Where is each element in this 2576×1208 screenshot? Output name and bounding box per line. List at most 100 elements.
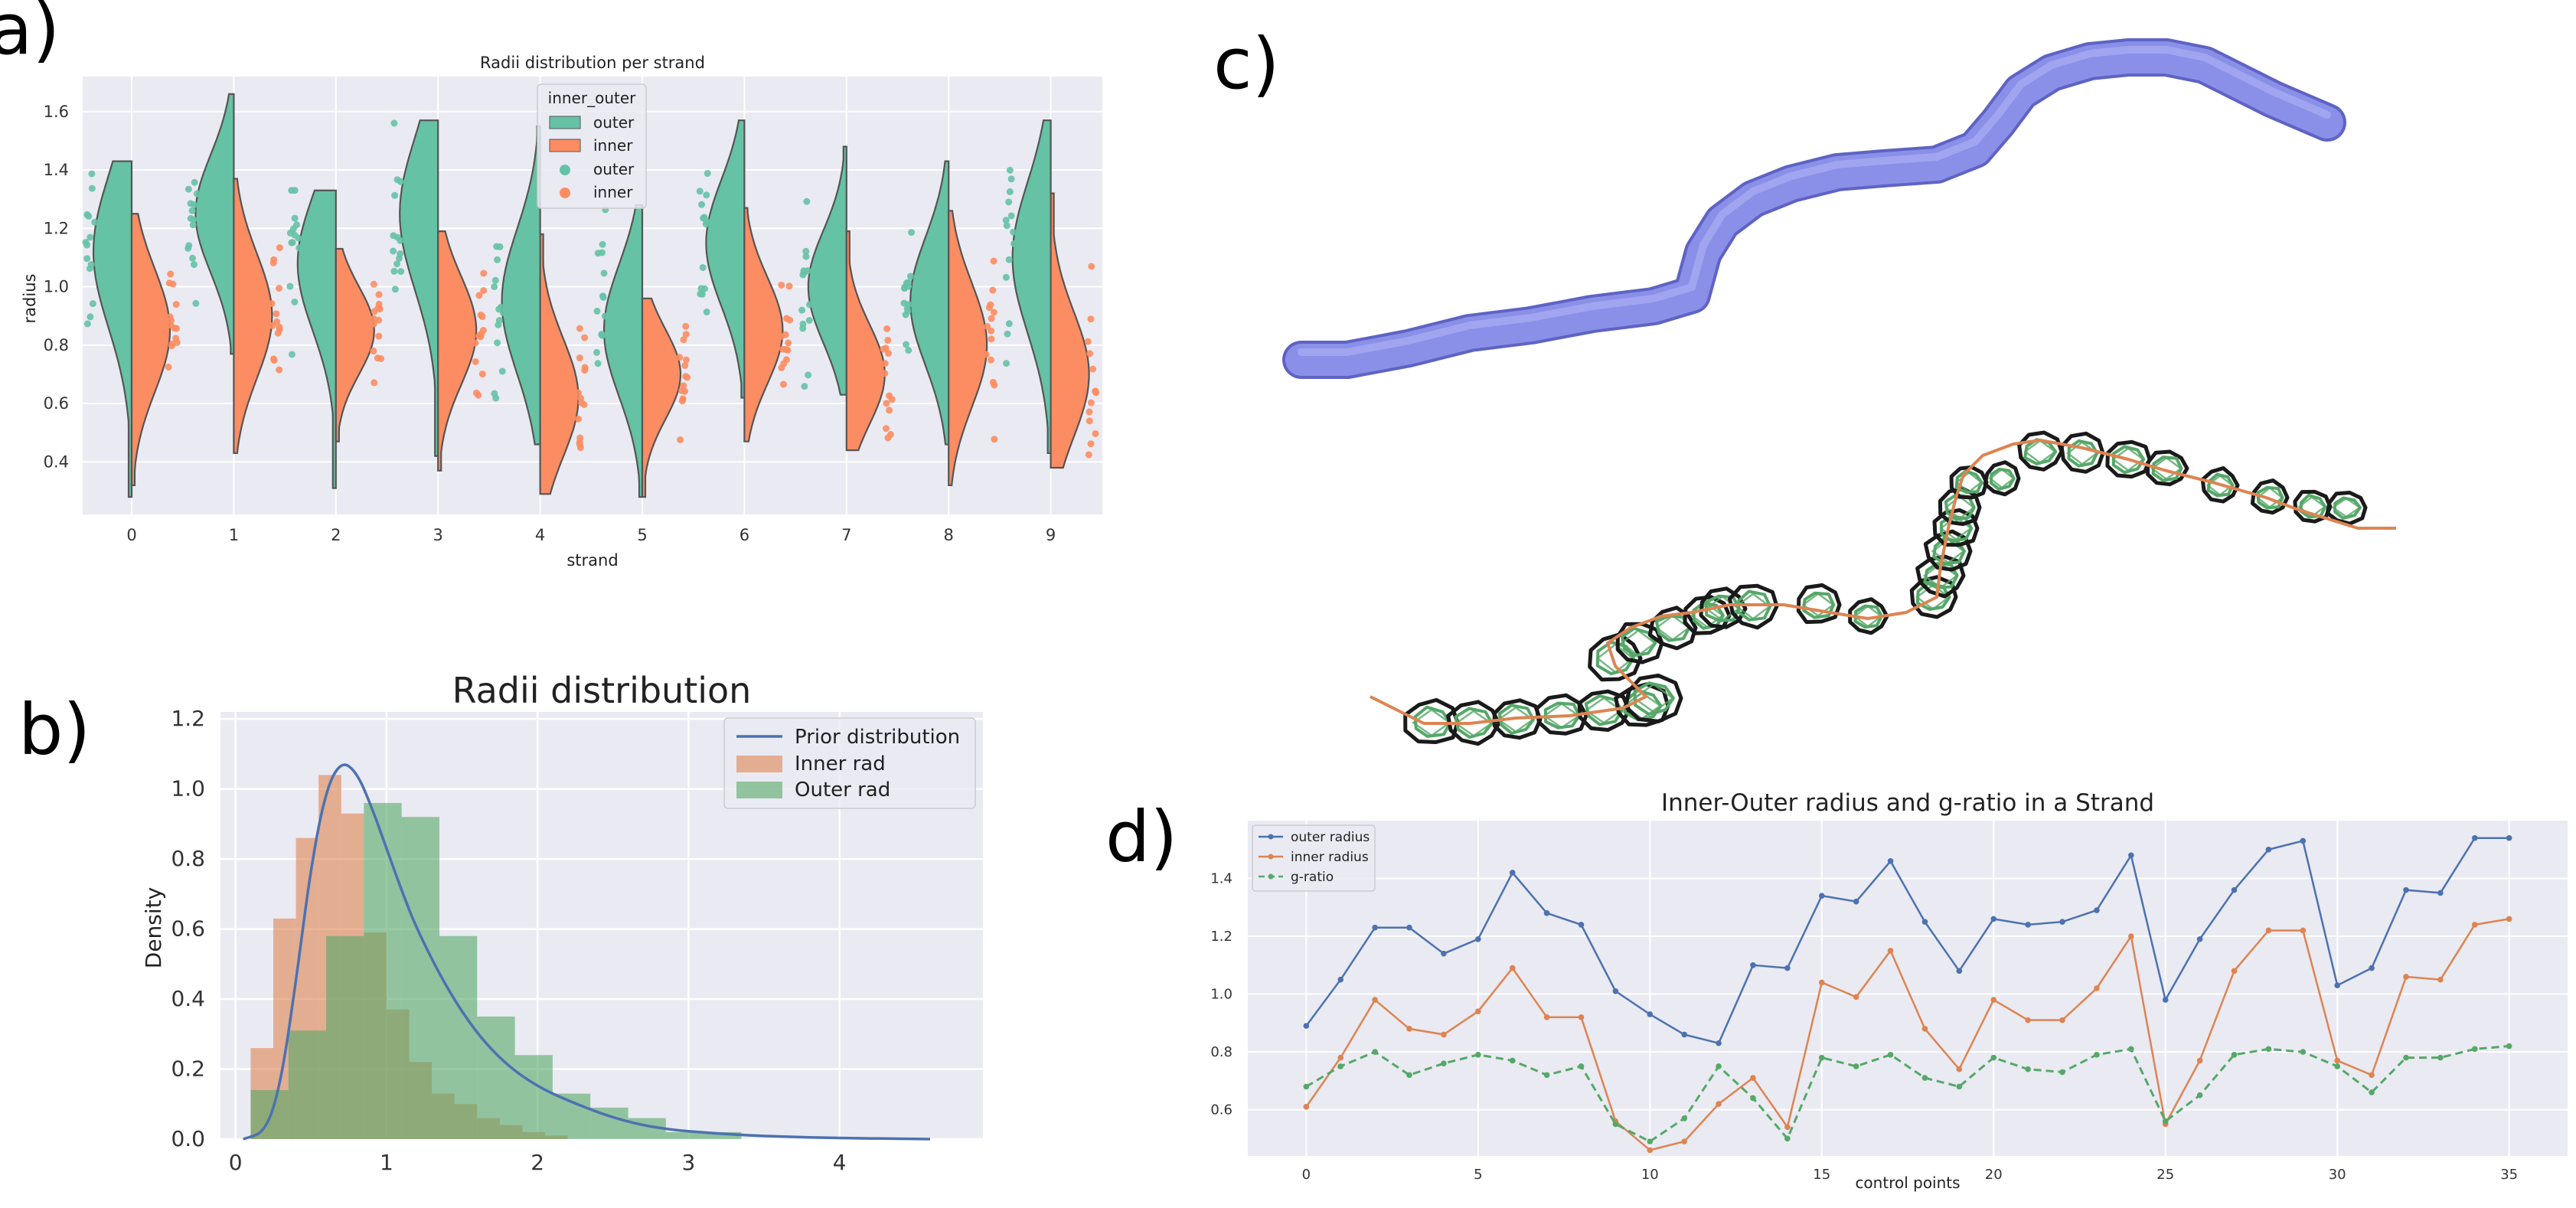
inner-mesh (2023, 439, 2057, 464)
inner-point (989, 286, 997, 294)
inner-point (987, 356, 994, 364)
inner-mesh (1584, 697, 1624, 724)
outer-point (87, 233, 94, 241)
inner-point (276, 285, 283, 292)
outer-radius-point (1921, 919, 1928, 925)
inner-radius-point (2265, 927, 2272, 934)
outer-rad-bar (439, 935, 478, 1139)
inner-point (885, 350, 893, 358)
outer-point (494, 256, 501, 263)
panel-d-ytick: 1.0 (1210, 987, 1232, 1003)
panel-a-xlabel: strand (566, 551, 618, 570)
outer-radius-point (2334, 982, 2340, 989)
outer-contour (2293, 489, 2333, 524)
inner-mesh (1801, 593, 1835, 617)
inner-point (1086, 417, 1093, 425)
outer-point (390, 267, 398, 275)
panel-d-ytick: 1.2 (1210, 929, 1232, 945)
inner-point (988, 315, 995, 322)
panel-label-d: d) (1105, 796, 1177, 878)
panel-b-ytick: 1.2 (171, 706, 205, 731)
outer-point (703, 309, 710, 316)
outer-point (903, 341, 910, 348)
inner-radius-point (2231, 968, 2238, 975)
outer-point (192, 299, 200, 307)
outer-point (806, 301, 814, 309)
outer-point (395, 255, 403, 263)
inner-radius-point (2437, 976, 2444, 983)
panel-a-xtick: 6 (739, 526, 749, 544)
panel-b-ticks: 0.0 0.2 0.4 0.6 0.8 1.0 1.2 0 1 2 3 4 (171, 706, 846, 1175)
legend-outer-label: outer (593, 113, 635, 132)
inner-violin (845, 230, 886, 452)
inner-point (1085, 451, 1092, 459)
outer-contour (2105, 439, 2152, 479)
outer-contour (1909, 575, 1958, 619)
panel-a-xtick: 3 (433, 526, 443, 544)
outer-point (1005, 320, 1013, 328)
inner-mesh (2150, 456, 2183, 481)
outer-radius-point (1818, 893, 1825, 899)
g-ratio-point (1750, 1095, 1756, 1102)
inner-radius-point (1578, 1014, 1585, 1020)
inner-violin (335, 247, 375, 442)
panel-a-xtick: 4 (535, 526, 545, 544)
outer-contour (1535, 693, 1588, 736)
g-ratio-point (1543, 1072, 1550, 1079)
g-ratio-point (1990, 1054, 1997, 1061)
legend-inner-swatch (549, 139, 581, 152)
inner-point (778, 281, 785, 289)
outer-point (184, 244, 192, 252)
panel-label-b: b) (18, 689, 90, 771)
g-ratio-point (1716, 1063, 1722, 1069)
inner-point (1087, 440, 1095, 448)
inner-point (982, 351, 990, 358)
outer-radius-line (1305, 837, 2509, 1045)
outer-rad-bar (288, 1030, 327, 1139)
panel-a-title: Radii distribution per strand (480, 54, 705, 72)
outer-point (295, 244, 303, 252)
g-ratio-line (1305, 1045, 2509, 1143)
outer-point (1010, 228, 1017, 236)
panel-b-ytick: 0.6 (171, 916, 205, 942)
outer-radius-point (1543, 910, 1550, 916)
legend-inner-point (560, 188, 570, 198)
inner-point (881, 370, 889, 377)
panel-a-ytick: 0.6 (44, 394, 69, 413)
outer-point (805, 371, 812, 379)
inner-point (881, 360, 889, 367)
outer-point (191, 201, 198, 209)
outer-radius-point (1784, 965, 1791, 971)
outer-violin (807, 145, 847, 396)
inner-radius-line (1305, 918, 2509, 1151)
outer-radius-point (1750, 962, 1756, 968)
inner-radius-point (2094, 985, 2100, 991)
inner-radius-point (1716, 1101, 1722, 1107)
panel-d-line-chart: 0.6 0.8 1.0 1.2 1.4 0 5 10 15 20 25 30 35 Inner-Oute… (1210, 789, 2568, 1192)
panel-label-a: a) (0, 0, 60, 70)
panel-d-ytick: 0.8 (1210, 1044, 1232, 1060)
outer-point (390, 232, 397, 240)
inner-point (375, 332, 383, 340)
inner-mesh (2205, 474, 2235, 497)
outer-point (491, 390, 498, 397)
outer-violin (602, 204, 644, 498)
outer-point (905, 301, 913, 309)
g-ratio-point (1956, 1083, 1963, 1090)
inner-radius-point (1543, 1014, 1550, 1020)
inner-point (1092, 429, 1099, 437)
inner-point (581, 367, 589, 374)
inner-violin (1050, 192, 1090, 469)
outer-radius-point (1303, 1023, 1310, 1029)
outer-point (495, 305, 503, 313)
panel-d-grid (1248, 821, 2568, 1156)
outer-rad-bar (514, 1055, 553, 1139)
outer-rad-bar (401, 817, 439, 1139)
strand-cross-sections (1370, 430, 2396, 746)
outer-point (397, 268, 405, 276)
inner-violin (641, 297, 682, 498)
panel-a-ytick: 0.8 (44, 336, 69, 354)
panel-a-ylabel: radius (21, 274, 39, 324)
inner-mesh (1620, 629, 1657, 657)
outer-violin (501, 125, 541, 446)
